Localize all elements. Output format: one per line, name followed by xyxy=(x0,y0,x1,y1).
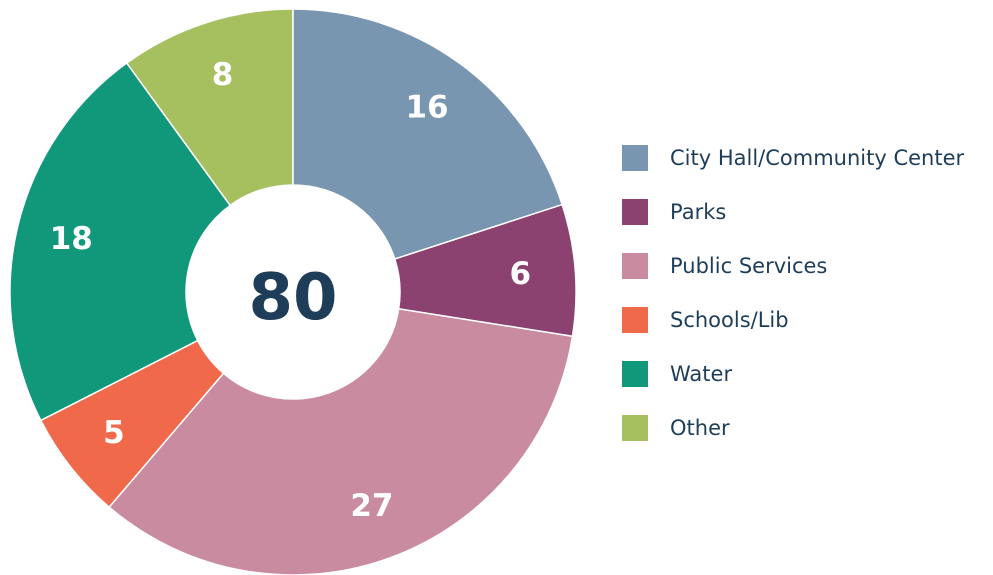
donut-slice xyxy=(292,8,564,260)
slice-label: 27 xyxy=(350,488,393,524)
slice-label: 8 xyxy=(212,57,234,93)
legend-swatch xyxy=(622,415,648,441)
slice-label: 16 xyxy=(405,90,448,126)
slice-label: 5 xyxy=(103,415,125,451)
legend-label: Schools/Lib xyxy=(670,308,789,332)
legend-label: Parks xyxy=(670,200,726,224)
legend-swatch xyxy=(622,199,648,225)
legend-swatch xyxy=(622,307,648,333)
donut-hole xyxy=(186,185,400,399)
legend-label: Public Services xyxy=(670,254,827,278)
slice-label: 18 xyxy=(50,221,93,257)
slice-label: 6 xyxy=(510,256,532,292)
legend-swatch xyxy=(622,145,648,171)
legend-label: Water xyxy=(670,362,732,386)
legend-label: Other xyxy=(670,416,730,440)
legend-swatch xyxy=(622,253,648,279)
legend-label: City Hall/Community Center xyxy=(670,146,964,170)
legend-swatch xyxy=(622,361,648,387)
center-total: 80 xyxy=(248,261,337,335)
